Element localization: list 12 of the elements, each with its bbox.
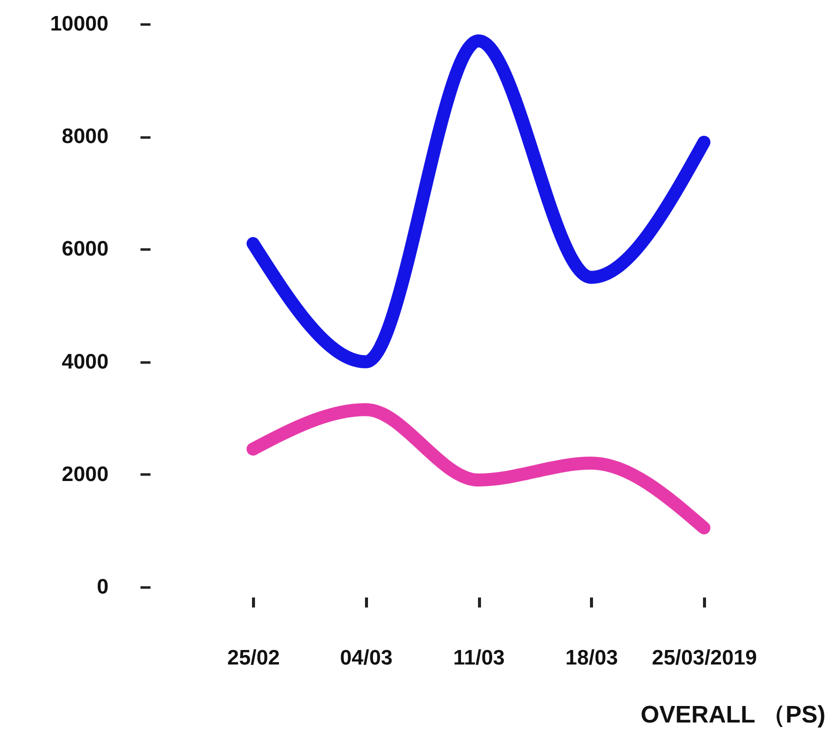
- y-tick-label: 4000: [62, 350, 108, 374]
- y-tick-label: 6000: [62, 238, 108, 261]
- y-tick-label: 10000: [50, 12, 108, 36]
- x-tick-label: 11/03: [453, 646, 505, 670]
- x-tick-label: 25/03/2019: [652, 646, 757, 670]
- y-tick-label: 8000: [62, 125, 108, 148]
- x-tick-label: 18/03: [565, 646, 618, 670]
- y-tick-label: 2000: [62, 462, 108, 486]
- x-axis-title: OVERALL （PS): [640, 702, 826, 728]
- x-tick-label: 04/03: [340, 646, 393, 670]
- x-tick-label: 25/02: [227, 646, 280, 670]
- y-tick-label: 0: [96, 576, 108, 598]
